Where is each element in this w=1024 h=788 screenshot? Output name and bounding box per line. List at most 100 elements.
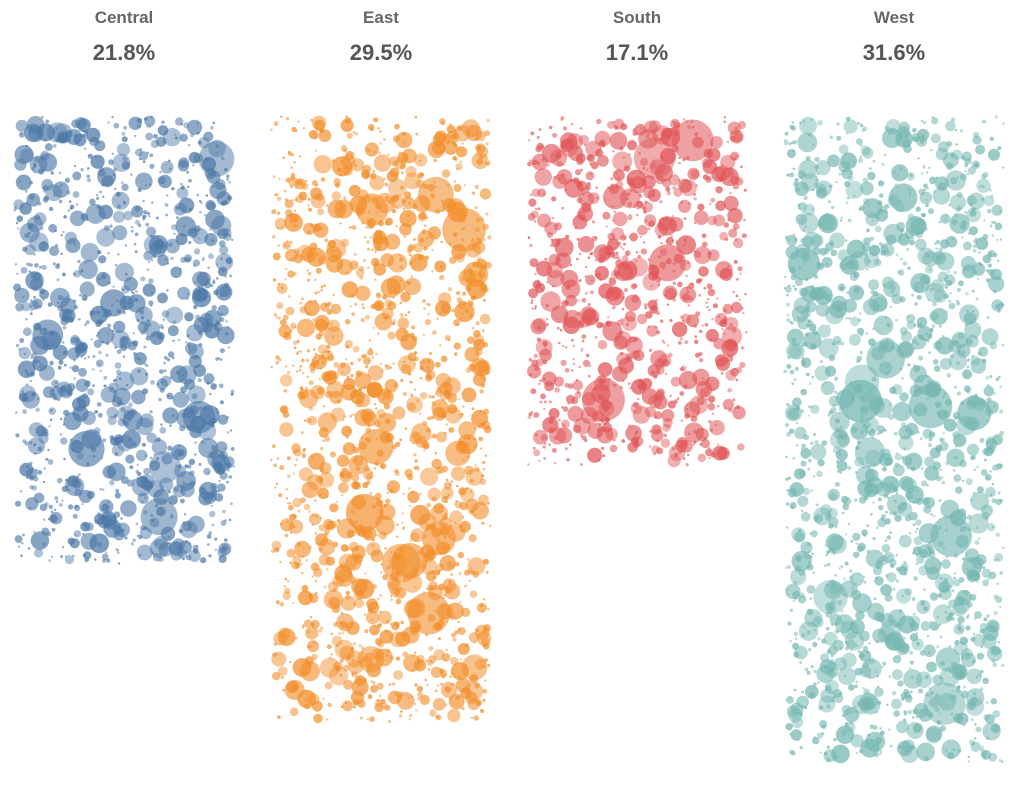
bubble-point [844,561,849,566]
bubble-point [292,451,296,454]
bubble-point [90,305,109,324]
bubble-point [706,305,709,309]
bubble-point [597,254,607,263]
bubble-point [357,507,360,510]
bubble-point [407,281,411,286]
bubble-point [165,213,169,217]
bubble-point [730,301,743,314]
bubble-point [649,429,653,433]
bubble-point [455,695,460,700]
bubble-point [100,289,128,317]
bubble-point [537,207,541,211]
bubble-point [354,598,364,608]
bubble-point [479,478,487,486]
bubble-point [121,161,131,170]
bubble-point [801,235,814,248]
bubble-point [812,641,818,648]
bubble-point [382,390,392,399]
bubble-point [354,675,366,687]
bubble-point [360,317,365,323]
bubble-point [113,511,121,518]
bubble-point [305,559,308,562]
bubble-point [577,236,595,253]
bubble-point [694,352,700,358]
bubble-point [834,526,838,529]
bubble-point [795,278,803,286]
bubble-point [737,443,745,451]
bubble-point [543,407,546,411]
bubble-point [914,729,917,733]
bubble-point [102,438,107,443]
bubble-point [880,584,892,596]
bubble-point [877,497,882,502]
bubble-point [901,422,907,427]
bubble-point [334,639,354,659]
bubble-point [623,287,629,293]
bubble-point [58,359,64,365]
bubble-point [807,467,811,471]
bubble-point [97,412,103,418]
bubble-point [527,161,532,167]
bubble-point [54,496,59,501]
bubble-point [789,428,795,434]
bubble-point [977,537,981,540]
bubble-point [827,649,832,654]
bubble-point [361,303,364,306]
bubble-point [482,329,485,332]
bubble-point [882,661,887,666]
bubble-point [811,552,814,555]
bubble-point [942,335,945,338]
bubble-point [676,235,696,255]
bubble-point [59,384,74,399]
bubble-point [331,249,335,253]
bubble-point [154,504,159,508]
bubble-point [312,359,316,363]
bubble-point [865,212,880,227]
bubble-point [136,476,149,488]
bubble-point [377,597,380,600]
bubble-point [423,224,427,228]
bubble-point [591,384,611,404]
bubble-point [836,599,843,606]
bubble-point [126,479,134,487]
bubble-point [872,501,875,504]
bubble-point [375,515,395,536]
bubble-point [60,437,68,445]
bubble-point [892,401,912,422]
bubble-point [227,469,230,472]
bubble-point [481,664,486,668]
bubble-point [156,457,160,461]
bubble-point [49,514,58,523]
bubble-point [324,436,331,442]
bubble-point [198,141,235,177]
bubble-point [287,270,295,278]
bubble-point [827,488,840,502]
bubble-point [177,286,191,300]
bubble-point [533,353,539,359]
bubble-point [354,372,372,390]
bubble-point [587,422,604,439]
bubble-point [19,148,34,163]
bubble-point [625,322,630,327]
bubble-point [939,587,952,600]
bubble-point [430,666,442,679]
bubble-point [285,306,295,316]
bubble-point [399,279,402,283]
bubble-point [833,657,848,671]
bubble-point [990,645,1001,656]
bubble-point [944,285,948,289]
bubble-point [413,453,417,457]
bubble-point [470,570,475,575]
bubble-point [891,698,902,710]
bubble-point [431,270,434,273]
bubble-point [879,460,882,463]
bubble-point [168,159,171,163]
bubble-point [62,230,65,234]
bubble-point [862,147,874,159]
bubble-point [396,656,401,661]
bubble-point [402,526,406,529]
bubble-point [786,313,790,317]
bubble-point [414,115,418,119]
bubble-point [300,497,306,503]
bubble-point [548,125,553,130]
